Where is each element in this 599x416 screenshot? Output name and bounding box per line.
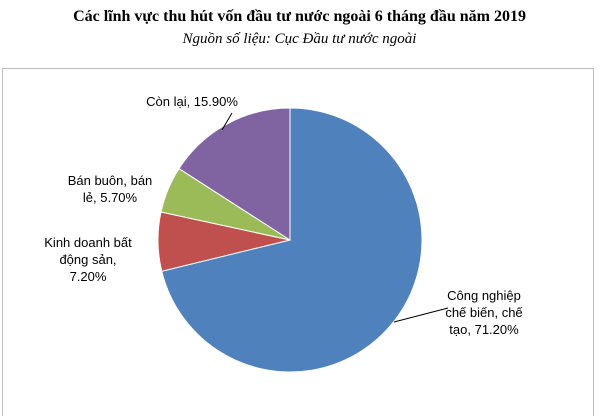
data-label-ban-buon-ban: Bán buôn, bán lẻ, 5.70%: [68, 173, 153, 205]
data-label-cong-nghiep: Công nghiệp chế biến, chế tạo, 71.20%: [445, 288, 523, 337]
pie-slice-cong-nghiep: [161, 107, 423, 373]
data-label-kinh-doanh-bat: Kinh doanh bất động sản, 7.20%: [44, 235, 132, 284]
chart-area: [2, 68, 594, 416]
chart-subtitle: Nguồn số liệu: Cục Đầu tư nước ngoài: [182, 31, 417, 47]
chart-title: Các lĩnh vực thu hút vốn đầu tư nước ngo…: [73, 8, 526, 25]
leader-line-cong-nghiep: [393, 307, 449, 323]
leader-line-con-lai-15-90: [221, 112, 233, 131]
data-label-con-lai-15-90: Còn lại, 15.90%: [146, 94, 238, 109]
pie-slice-con-lai-15-90: [178, 107, 291, 241]
